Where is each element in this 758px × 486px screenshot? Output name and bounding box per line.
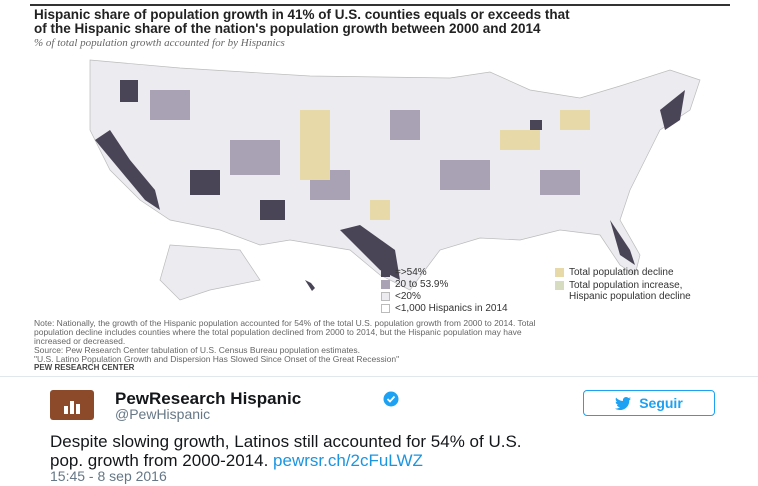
rule [30, 4, 730, 6]
credit: PEW RESEARCH CENTER [34, 363, 135, 372]
legend-label: <1,000 Hispanics in 2014 [395, 303, 508, 314]
dark-counties [95, 80, 685, 280]
tweet-text: Despite slowing growth, Latinos still ac… [50, 432, 522, 451]
tweet-text: pop. growth from 2000-2014. pewrsr.ch/2c… [50, 451, 423, 471]
title: of the Hispanic share of the nation's po… [34, 21, 541, 36]
title: Hispanic share of population growth in 4… [34, 7, 570, 22]
legend-label: Total population decline [569, 267, 674, 278]
legend-label: <20% [395, 291, 421, 302]
avatar[interactable] [50, 390, 94, 420]
follow-label: Seguir [639, 395, 683, 411]
legend-label: Total population increase, [569, 280, 683, 291]
note: Note: Nationally, the growth of the Hisp… [34, 318, 536, 328]
legend-swatch [555, 268, 564, 277]
alaska [159, 244, 261, 301]
legend-label: Hispanic population decline [569, 291, 691, 302]
note: population decline includes counties whe… [34, 327, 522, 337]
legend-swatch [381, 292, 390, 301]
decline-counties [300, 110, 590, 220]
note: "U.S. Latino Population Growth and Dispe… [34, 354, 400, 364]
hawaii [305, 280, 315, 291]
us-outline [89, 59, 701, 291]
legend-swatch [381, 304, 390, 313]
author-handle[interactable]: @PewHispanic [115, 406, 211, 422]
legend-swatch [555, 281, 564, 290]
divider [0, 376, 758, 377]
avatar-icon [64, 401, 80, 414]
legend-label: 20 to 53.9% [395, 279, 449, 290]
note: Source: Pew Research Center tabulation o… [34, 345, 361, 355]
map [89, 59, 701, 301]
tweet-link[interactable]: pewrsr.ch/2cFuLWZ [273, 451, 423, 470]
note: increased or decreased. [34, 336, 126, 346]
follow-button[interactable]: Seguir [583, 390, 715, 416]
verified-badge [383, 391, 399, 407]
author-name[interactable]: PewResearch Hispanic [115, 389, 302, 408]
bird-icon [615, 396, 632, 410]
legend-swatch [381, 268, 390, 277]
timestamp[interactable]: 15:45 - 8 sep 2016 [50, 468, 167, 484]
tweet-text: pop. growth from 2000-2014. [50, 451, 269, 470]
legend-swatch [381, 280, 390, 289]
subtitle: % of total population growth accounted f… [34, 37, 285, 49]
legend-label: =>54% [395, 267, 427, 278]
mid-counties [150, 90, 580, 200]
